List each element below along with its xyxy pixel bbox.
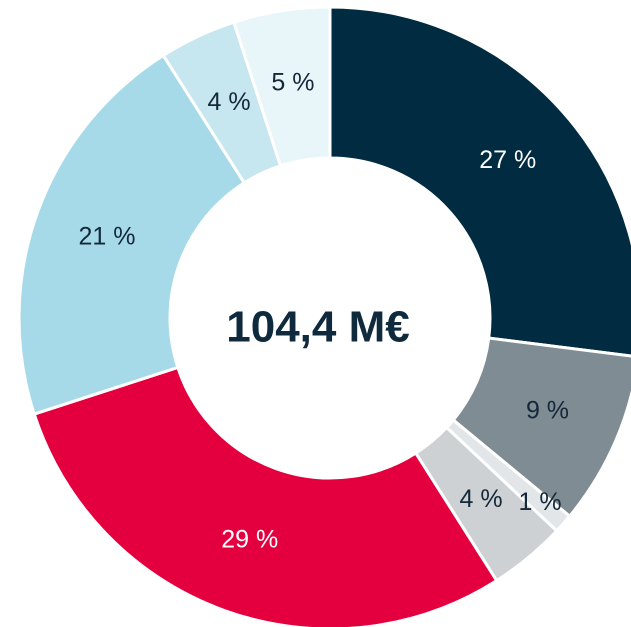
data-label: 27 % <box>479 146 536 174</box>
donut-slice <box>32 365 499 627</box>
data-label: 4 % <box>460 485 503 513</box>
data-label: 1 % <box>518 488 561 516</box>
data-label: 9 % <box>526 397 569 425</box>
donut-slice <box>328 5 631 358</box>
data-label: 29 % <box>221 526 278 554</box>
donut-slice <box>232 5 332 168</box>
center-label: 104,4 M€ <box>226 303 409 352</box>
data-label: 5 % <box>271 69 314 97</box>
data-label: 4 % <box>208 88 251 116</box>
data-label: 21 % <box>79 222 136 250</box>
donut-slice <box>17 53 247 416</box>
